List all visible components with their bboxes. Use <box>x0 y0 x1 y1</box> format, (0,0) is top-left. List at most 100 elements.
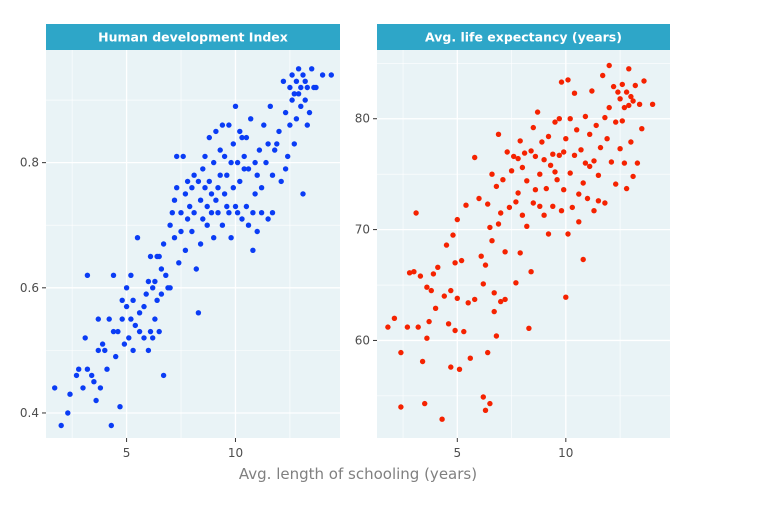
hdi-data-point <box>189 228 195 235</box>
life-data-point <box>448 287 454 294</box>
hdi-y-axis-ticks: 0.4 0.6 0.8 <box>20 156 46 420</box>
life-data-point <box>543 185 549 192</box>
hdi-data-point <box>178 210 184 216</box>
hdi-data-point <box>110 328 117 335</box>
life-data-point <box>615 89 621 95</box>
life-data-point <box>626 66 632 72</box>
life-data-point <box>426 318 432 325</box>
hdi-data-point <box>154 297 160 303</box>
life-data-point <box>422 400 428 407</box>
life-data-point <box>411 269 417 275</box>
life-data-point <box>443 242 450 248</box>
life-data-point <box>445 321 452 327</box>
hdi-data-point <box>178 228 184 235</box>
hdi-data-point <box>295 66 302 72</box>
life-data-point <box>565 77 571 83</box>
life-data-point <box>649 101 656 108</box>
life-data-point <box>482 407 489 413</box>
hdi-data-point <box>145 347 152 354</box>
life-x-axis-ticks: 5 10 <box>453 438 573 460</box>
hdi-data-point <box>265 141 271 147</box>
life-data-point <box>385 324 391 330</box>
life-data-point <box>413 210 419 216</box>
hdi-data-point <box>202 185 208 191</box>
life-data-point <box>498 210 504 216</box>
life-data-point <box>498 298 504 305</box>
life-data-point <box>623 185 630 192</box>
hdi-data-point <box>298 84 304 91</box>
hdi-data-point <box>200 216 206 222</box>
hdi-data-point <box>82 335 88 341</box>
life-data-point <box>587 131 593 137</box>
life-data-point <box>558 79 565 85</box>
life-data-point <box>550 151 556 157</box>
hdi-data-point <box>132 322 138 329</box>
hdi-data-point <box>213 128 219 135</box>
life-data-point <box>452 260 458 266</box>
hdi-data-point <box>189 185 195 191</box>
hdi-data-point <box>226 122 232 128</box>
life-data-point <box>461 328 467 335</box>
hdi-data-point <box>147 328 154 335</box>
life-data-point <box>630 173 636 180</box>
life-data-point <box>480 281 486 287</box>
hdi-data-point <box>245 166 252 172</box>
hdi-data-point <box>99 341 106 347</box>
hdi-data-point <box>252 191 258 197</box>
hdi-data-point <box>252 159 258 166</box>
life-data-point <box>448 364 454 370</box>
life-data-point <box>576 219 582 225</box>
hdi-data-point <box>147 253 154 260</box>
hdi-data-point <box>274 141 280 147</box>
life-data-point <box>428 287 434 294</box>
life-data-point <box>439 416 445 422</box>
life-data-point <box>517 250 523 256</box>
hdi-x-tick-label: 10 <box>228 446 243 460</box>
life-data-point <box>485 201 491 207</box>
hdi-data-point <box>52 385 58 391</box>
hdi-data-point <box>224 172 230 178</box>
life-data-point <box>417 273 424 279</box>
hdi-data-point <box>156 328 162 335</box>
life-data-point <box>565 231 571 237</box>
life-data-point <box>463 202 469 208</box>
life-data-point <box>532 153 539 160</box>
life-data-point <box>602 114 608 121</box>
life-data-point <box>502 296 508 303</box>
life-data-point <box>617 96 623 102</box>
hdi-data-point <box>119 297 125 303</box>
hdi-data-point <box>119 316 125 322</box>
life-data-point <box>563 294 569 300</box>
life-data-point <box>478 253 484 259</box>
life-data-point <box>406 270 413 276</box>
life-data-point <box>398 404 404 410</box>
life-data-point <box>517 138 523 144</box>
life-y-axis-ticks: 60 70 80 <box>355 112 377 347</box>
life-data-point <box>547 162 554 168</box>
hdi-data-point <box>302 97 308 103</box>
hdi-data-point <box>158 266 165 272</box>
life-panel-title: Avg. life expectancy (years) <box>425 30 622 45</box>
hdi-data-point <box>182 191 189 197</box>
hdi-data-point <box>276 128 282 135</box>
hdi-data-point <box>256 147 263 153</box>
hdi-data-point <box>258 210 265 216</box>
life-data-point <box>558 208 565 214</box>
hdi-data-point <box>136 328 143 335</box>
hdi-data-point <box>160 241 167 247</box>
hdi-data-point <box>169 210 175 216</box>
life-data-point <box>450 232 456 238</box>
hdi-data-point <box>282 109 289 116</box>
life-data-point <box>613 181 619 187</box>
life-data-point <box>626 102 632 109</box>
life-data-point <box>502 249 508 255</box>
hdi-data-point <box>293 78 300 85</box>
life-data-point <box>561 149 567 155</box>
life-data-point <box>608 159 615 165</box>
life-data-point <box>567 116 573 122</box>
hdi-data-point <box>250 247 256 253</box>
hdi-data-point <box>193 266 199 272</box>
hdi-data-point <box>145 278 152 285</box>
hdi-data-point <box>219 222 226 228</box>
hdi-data-point <box>141 335 147 341</box>
